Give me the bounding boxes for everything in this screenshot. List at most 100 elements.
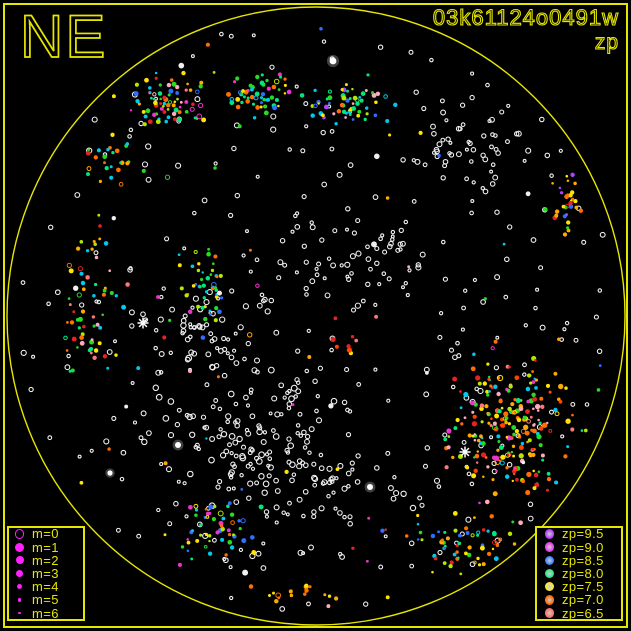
star-ring (93, 250, 99, 256)
star-ring (192, 210, 197, 216)
star-ring (522, 158, 527, 163)
star-ring (321, 39, 327, 44)
star-ring (431, 130, 437, 137)
star-dot (85, 275, 90, 280)
star-ring (234, 192, 241, 199)
star-ring (245, 229, 249, 234)
star-dot (524, 430, 530, 436)
star-dot (144, 77, 149, 83)
star-ring (398, 227, 404, 234)
star-ring (599, 231, 606, 238)
star-dot (383, 94, 388, 99)
star-ring (306, 601, 311, 607)
star-dot (515, 477, 519, 482)
star-dot (553, 371, 558, 376)
star-dot (443, 437, 448, 442)
star-dot (267, 593, 272, 598)
star-dot (141, 168, 146, 173)
star-dot (143, 114, 148, 119)
star-ring (337, 462, 344, 469)
star-dot (540, 453, 545, 458)
star-ring (341, 485, 348, 492)
bright-star-dot (329, 57, 337, 65)
star-ring (339, 553, 346, 560)
star-ring (439, 98, 445, 104)
star-dot (186, 82, 189, 86)
star-ring (317, 365, 324, 371)
star-dot (348, 108, 352, 112)
star-ring (46, 301, 51, 307)
star-dot (197, 262, 201, 266)
star-dot (93, 282, 98, 287)
star-dot (94, 255, 99, 260)
star-dot (208, 309, 212, 312)
star-dot (492, 491, 498, 497)
star-ring (562, 327, 567, 332)
star-dot (172, 117, 177, 121)
magnitude-marker-icon (16, 584, 23, 590)
star-ring (191, 350, 198, 357)
star-dot (277, 88, 281, 91)
star-dot (215, 275, 219, 279)
star-dot (198, 102, 204, 109)
star-ring (169, 306, 176, 313)
star-dot (260, 73, 264, 77)
star-dot (532, 486, 537, 491)
star-dot (486, 393, 490, 397)
star-dot (479, 545, 485, 551)
star-ring (320, 129, 326, 136)
star-dot (554, 213, 559, 218)
star-dot (71, 336, 77, 342)
legend-row: zp=9.0 (544, 540, 621, 555)
star-dot (102, 288, 107, 293)
star-ring (421, 105, 427, 112)
star-ring (286, 405, 292, 411)
star-dot (196, 304, 201, 309)
star-ring (164, 236, 170, 242)
star-ring (229, 450, 234, 456)
star-dot (221, 516, 226, 521)
star-ring (245, 340, 252, 347)
star-ring (350, 307, 357, 313)
star-dot (246, 332, 253, 338)
star-dot (573, 181, 577, 186)
star-ring (464, 147, 469, 152)
star-dot (554, 209, 560, 214)
star-dot (249, 94, 255, 100)
legend-row: zp=8.0 (544, 566, 621, 581)
star-dot (522, 415, 527, 420)
star-dot (166, 115, 171, 120)
star-dot (265, 97, 271, 102)
star-ring (203, 424, 210, 431)
star-ring (290, 229, 295, 234)
star-ring (419, 251, 426, 258)
star-ring (326, 465, 333, 472)
star-ring (128, 127, 134, 133)
legend-row: zp=8.5 (544, 553, 621, 568)
star-dot (96, 148, 101, 153)
star-ring (363, 601, 369, 607)
orientation-label: NE (20, 3, 107, 70)
star-ring (237, 324, 244, 331)
star-dot (538, 443, 543, 448)
star-dot (514, 428, 520, 434)
star-dot (200, 305, 205, 310)
star-dot (201, 117, 207, 123)
star-dot (195, 89, 200, 95)
star-dot (333, 596, 339, 601)
star-ring (236, 435, 243, 443)
bright-star-dot (371, 241, 377, 248)
star-dot (77, 326, 81, 330)
star-ring (184, 336, 191, 343)
star-dot (260, 92, 266, 97)
star-dot (351, 118, 355, 121)
star-dot (565, 418, 571, 424)
star-dot (374, 100, 378, 105)
star-dot (492, 421, 497, 426)
star-dot (525, 386, 531, 392)
star-dot (166, 108, 170, 111)
star-ring (442, 163, 448, 169)
star-ring (215, 346, 220, 351)
star-ring (233, 499, 240, 505)
star-ring (210, 404, 216, 410)
